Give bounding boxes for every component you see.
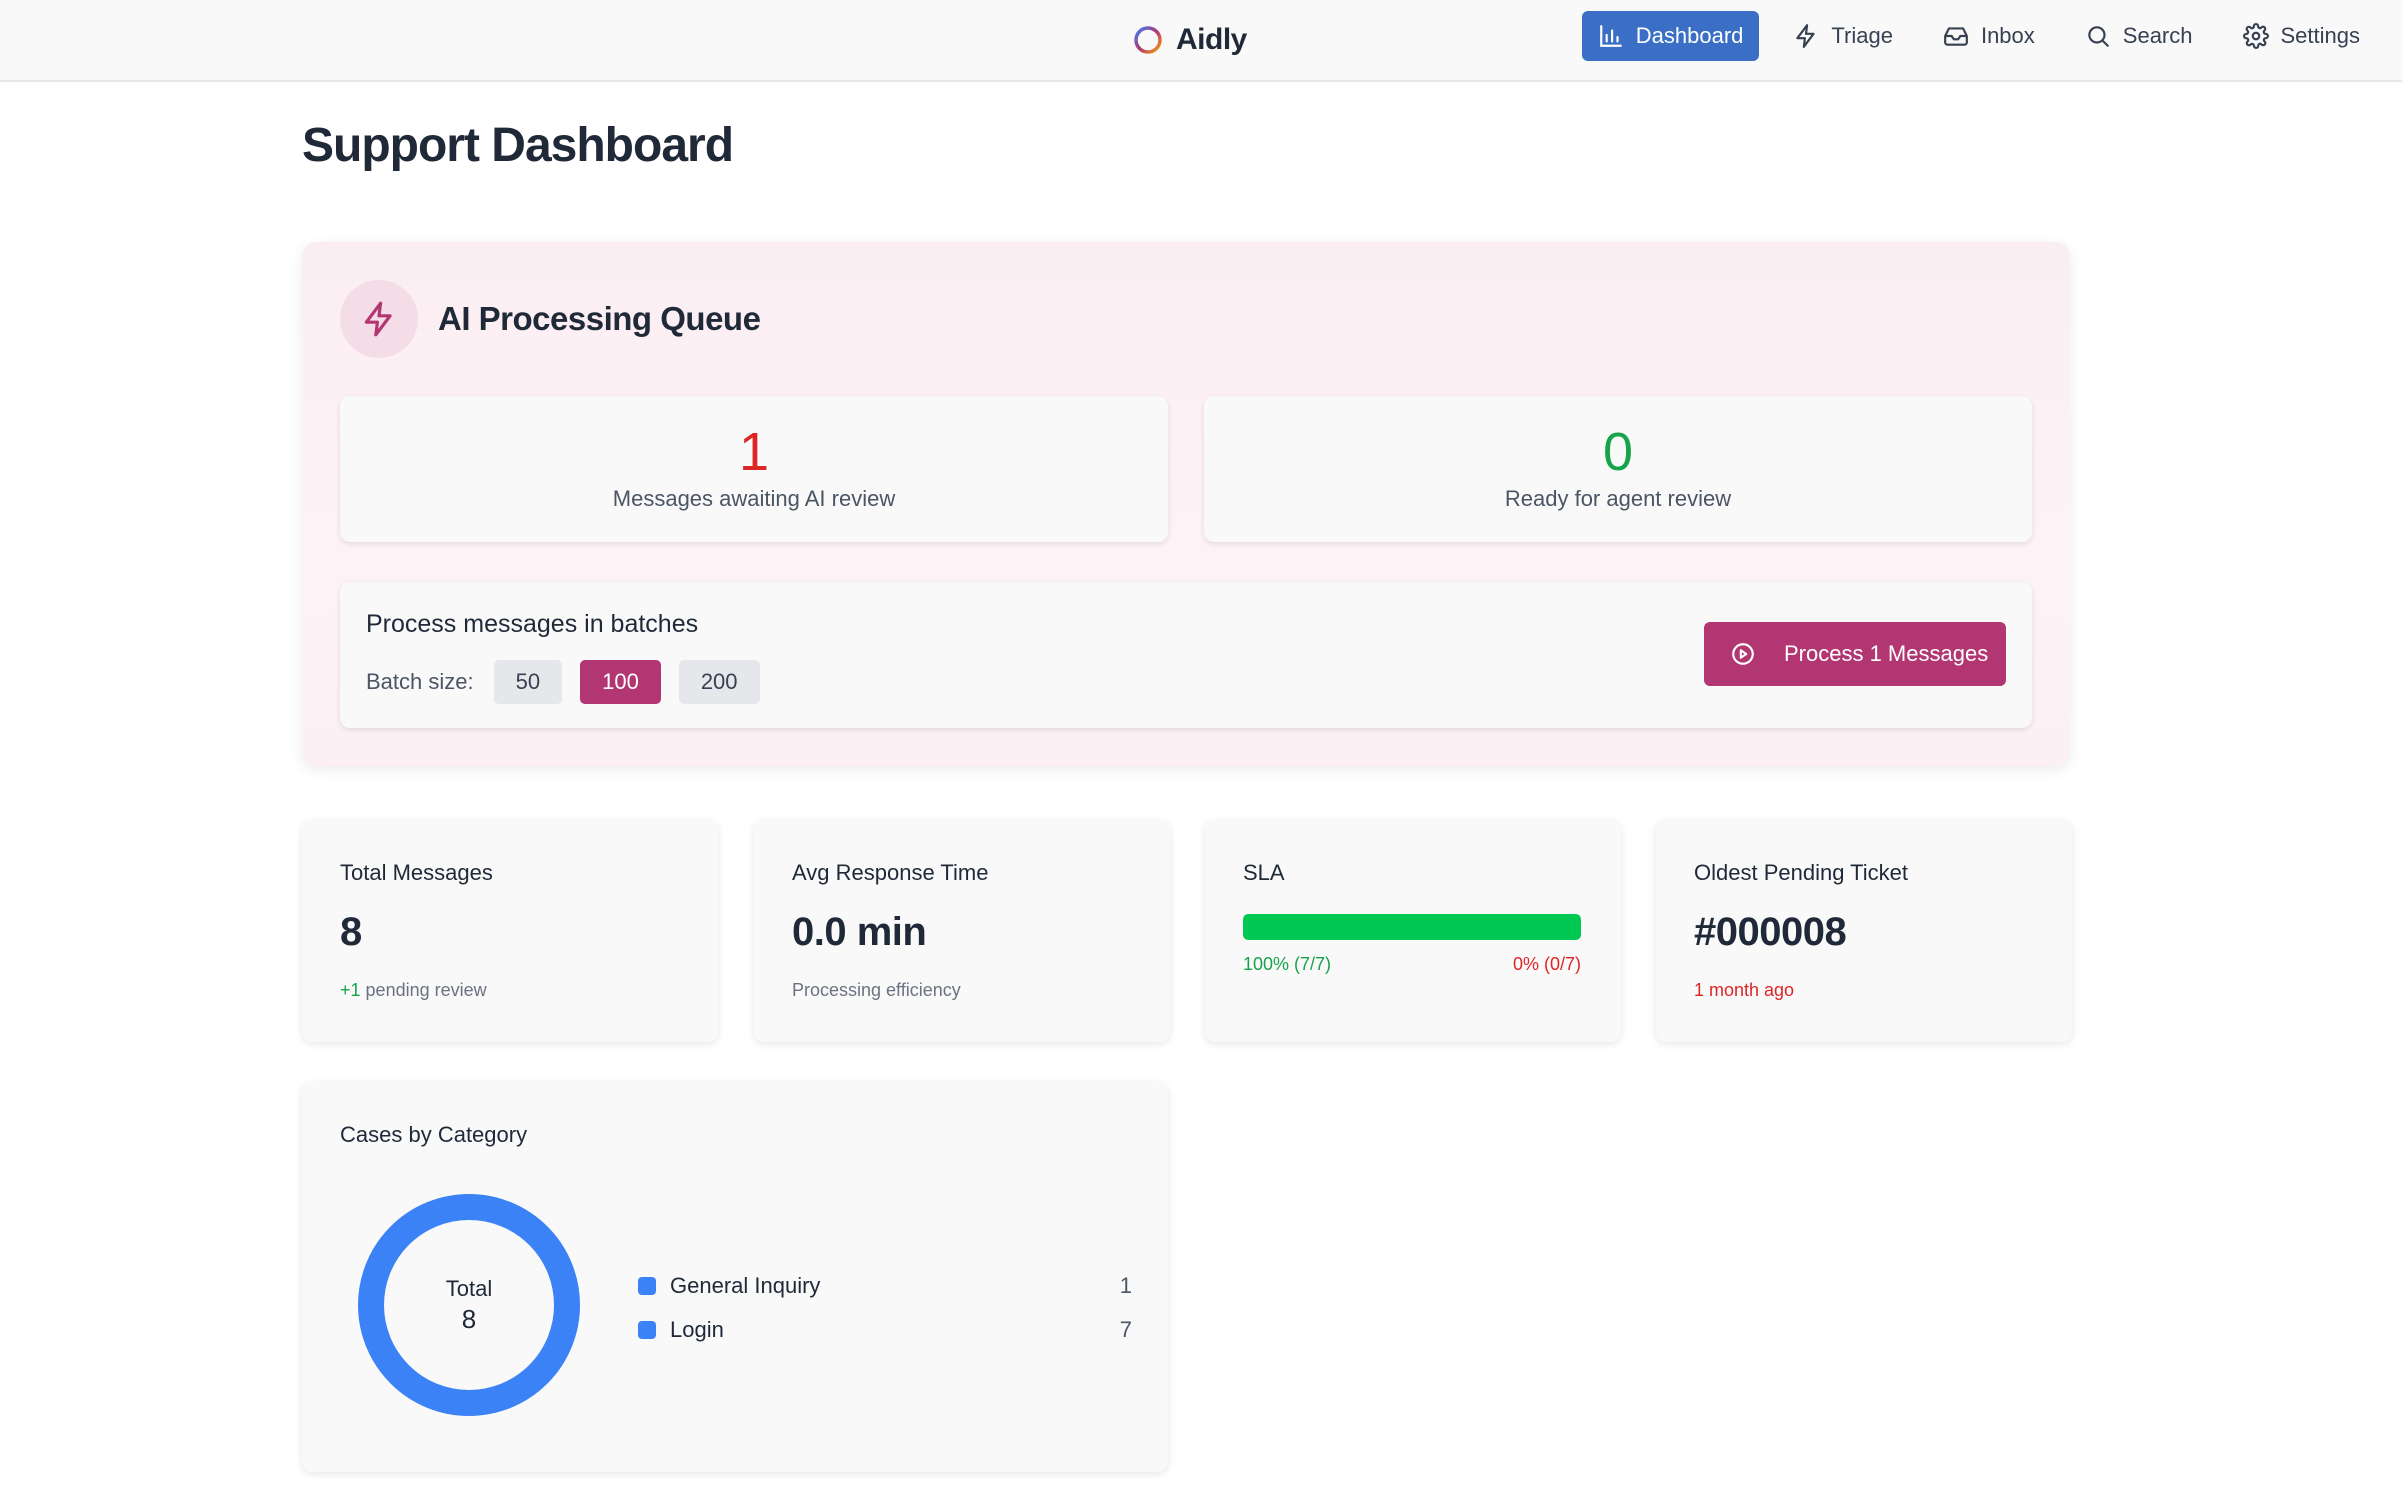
pending-delta: +1 xyxy=(340,980,361,1000)
batch-size-option[interactable]: 50 xyxy=(493,660,563,704)
donut-center: Total 8 xyxy=(358,1194,580,1416)
category-donut-chart xyxy=(358,1194,580,1416)
nav-inbox[interactable]: Inbox xyxy=(1927,11,2051,61)
ready-count: 0 xyxy=(1602,422,1634,482)
batch-size-option[interactable]: 100 xyxy=(580,660,661,704)
aidly-logo-icon xyxy=(1134,26,1162,54)
card-title: SLA xyxy=(1243,860,1285,885)
legend-item: General Inquiry 1 xyxy=(638,1264,1132,1308)
oldest-ticket-id[interactable]: #000008 xyxy=(1694,910,1847,954)
nav-settings[interactable]: Settings xyxy=(2227,11,2377,61)
donut-total-value: 8 xyxy=(461,1303,477,1334)
queue-title: AI Processing Queue xyxy=(438,300,761,337)
ai-processing-queue-panel: AI Processing Queue 1 Messages awaiting … xyxy=(302,242,2070,766)
bar-chart-icon xyxy=(1599,25,1622,47)
nav-search-label: Search xyxy=(2122,23,2193,48)
nav-triage-label: Triage xyxy=(1831,23,1893,48)
category-legend: General Inquiry 1 Login 7 xyxy=(638,1264,1132,1352)
legend-label: Login xyxy=(670,1317,724,1342)
avg-response-sub: Processing efficiency xyxy=(792,980,961,1000)
oldest-pending-ticket-card[interactable]: Oldest Pending Ticket #000008 1 month ag… xyxy=(1656,820,2072,1042)
search-icon xyxy=(2088,26,2109,47)
play-circle-icon xyxy=(1732,643,1754,665)
batch-title: Process messages in batches xyxy=(366,610,699,638)
ready-for-agent-stat: 0 Ready for agent review xyxy=(1204,396,2032,542)
lightning-icon xyxy=(1796,24,1816,48)
avg-response-value: 0.0 min xyxy=(792,910,927,954)
batch-processing-box: Process messages in batches Batch size: … xyxy=(340,582,2032,728)
gear-icon xyxy=(2242,23,2269,49)
ready-label: Ready for agent review xyxy=(1504,486,1732,511)
card-title: Total Messages xyxy=(340,860,493,885)
donut-total-label: Total xyxy=(445,1275,493,1301)
cases-by-category-card: Cases by Category Total 8 General Inquir… xyxy=(302,1082,1168,1472)
pending-label: pending review xyxy=(365,980,487,1000)
total-messages-value: 8 xyxy=(340,910,362,954)
legend-count: 7 xyxy=(1119,1317,1132,1342)
process-button-label: Process 1 Messages xyxy=(1784,641,1989,666)
awaiting-ai-review-stat: 1 Messages awaiting AI review xyxy=(340,396,1168,542)
card-title: Cases by Category xyxy=(340,1122,528,1147)
nav-settings-label: Settings xyxy=(2280,23,2361,48)
total-messages-sub: +1 pending review xyxy=(340,980,487,1001)
batch-size-label: Batch size: xyxy=(366,669,474,694)
sla-progress-fill xyxy=(1243,914,1581,940)
sla-card: SLA 100% (7/7) 0% (0/7) xyxy=(1205,820,1621,1042)
legend-item: Login 7 xyxy=(638,1308,1132,1352)
legend-count: 1 xyxy=(1119,1273,1132,1298)
avg-response-time-card: Avg Response Time 0.0 min Processing eff… xyxy=(754,820,1170,1042)
brand[interactable]: Aidly xyxy=(1132,18,1247,62)
awaiting-count: 1 xyxy=(738,422,770,482)
lightning-icon xyxy=(364,301,392,337)
donut-ring xyxy=(358,1194,580,1416)
sla-progress-bar xyxy=(1243,914,1581,940)
card-title: Oldest Pending Ticket xyxy=(1694,860,1909,885)
process-messages-button[interactable]: Process 1 Messages xyxy=(1704,622,2006,686)
queue-icon-badge xyxy=(340,280,418,358)
nav-search[interactable]: Search xyxy=(2069,11,2209,61)
nav-inbox-label: Inbox xyxy=(1980,23,2035,48)
queue-header: AI Processing Queue xyxy=(340,280,761,358)
main-nav: Dashboard Triage Inbox Search Settings xyxy=(1581,11,2377,61)
oldest-ticket-age: 1 month ago xyxy=(1694,980,1795,1000)
nav-dashboard[interactable]: Dashboard xyxy=(1581,11,1760,61)
nav-triage[interactable]: Triage xyxy=(1777,11,1909,61)
app-name: Aidly xyxy=(1176,23,1247,56)
nav-dashboard-label: Dashboard xyxy=(1635,23,1744,48)
sla-missed-label: 0% (0/7) xyxy=(1512,954,1581,974)
awaiting-label: Messages awaiting AI review xyxy=(612,486,896,511)
legend-swatch xyxy=(638,1321,656,1339)
legend-swatch xyxy=(638,1277,656,1295)
top-navigation-bar: Aidly Dashboard Triage Inbox Search Sett… xyxy=(0,0,2402,82)
legend-label: General Inquiry xyxy=(670,1273,821,1298)
inbox-icon xyxy=(1944,27,1968,46)
card-title: Avg Response Time xyxy=(792,860,989,885)
batch-size-option[interactable]: 200 xyxy=(678,660,760,704)
batch-size-selector: Batch size: 50 100 200 xyxy=(366,660,760,704)
page-title: Support Dashboard xyxy=(302,119,734,172)
total-messages-card: Total Messages 8 +1 pending review xyxy=(302,820,718,1042)
sla-met-label: 100% (7/7) xyxy=(1243,954,1332,974)
